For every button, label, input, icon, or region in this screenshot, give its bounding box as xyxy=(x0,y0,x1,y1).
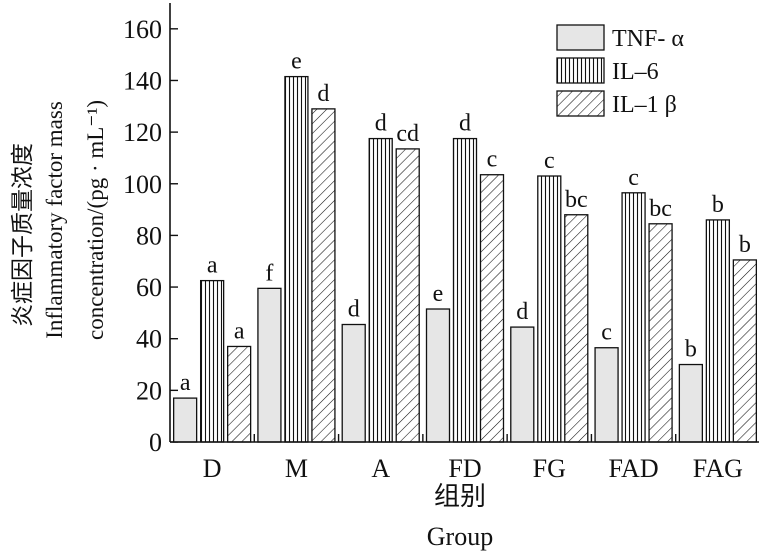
x-tick-label: FAD xyxy=(609,454,659,483)
bar-FAG-series-2 xyxy=(705,219,731,443)
axes xyxy=(169,3,759,443)
x-tick-label: FD xyxy=(448,454,481,483)
legend-label: IL–1 β xyxy=(612,92,677,118)
bar-M-series-1 xyxy=(257,287,282,443)
significance-label: d xyxy=(348,297,360,323)
significance-label: bc xyxy=(649,196,672,222)
bar-D-series-1 xyxy=(172,397,198,443)
bar-M-series-2 xyxy=(284,75,309,443)
bar-FG-series-1 xyxy=(510,326,535,443)
bar-A-series-1 xyxy=(341,323,366,443)
y-tick-label: 80 xyxy=(136,221,162,250)
bar-series xyxy=(172,75,758,443)
y-axis-label-line-2: Inflammatory factor mass xyxy=(42,101,67,339)
legend-label: TNF- α xyxy=(612,26,684,52)
bar-FG-series-2 xyxy=(537,175,562,443)
bar-D-series-2 xyxy=(199,279,225,443)
significance-label: bc xyxy=(565,187,588,213)
significance-label: e xyxy=(291,49,302,75)
y-axis-ticks: 0 20 40 60 80 100 120 140 160 xyxy=(123,15,178,457)
bar-FAG-series-1 xyxy=(678,363,704,443)
significance-label: a xyxy=(234,318,245,344)
x-axis-ticks: D M A FD FG FAD FAG xyxy=(203,434,743,483)
bar-FAD-series-3 xyxy=(648,223,673,443)
x-tick-label: FAG xyxy=(693,454,743,483)
significance-label: d xyxy=(317,81,329,107)
x-axis-label: 组别 Group xyxy=(427,482,493,551)
x-axis-label-line-2: Group xyxy=(427,522,493,551)
y-tick-label: 160 xyxy=(123,15,162,44)
bar-D-series-3 xyxy=(226,345,252,443)
significance-label: e xyxy=(433,281,444,307)
x-axis-label-line-1: 组别 xyxy=(434,482,486,511)
significance-label: b xyxy=(739,232,751,258)
bar-FD-series-3 xyxy=(479,174,505,443)
significance-label: d xyxy=(516,299,528,325)
x-tick-label: M xyxy=(285,454,308,483)
bar-A-series-2 xyxy=(368,137,393,443)
y-tick-label: 100 xyxy=(123,170,162,199)
x-tick-label: FG xyxy=(533,454,566,483)
significance-label: d xyxy=(459,111,471,137)
significance-label: c xyxy=(601,320,612,346)
y-axis-label-line-3: concentration/(pg · mL⁻¹) xyxy=(83,100,108,340)
significance-label: b xyxy=(712,192,724,218)
y-tick-label: 0 xyxy=(149,428,162,457)
significance-label: c xyxy=(487,147,498,173)
y-tick-label: 20 xyxy=(136,376,162,405)
bar-FAD-series-2 xyxy=(621,192,646,443)
x-tick-label: A xyxy=(371,454,390,483)
legend-swatch xyxy=(556,90,605,117)
y-tick-label: 120 xyxy=(123,118,162,147)
legend: TNF- α IL–6 IL–1 β xyxy=(556,24,684,118)
bar-FG-series-3 xyxy=(564,214,589,443)
legend-swatch xyxy=(556,24,605,51)
y-axis-label-line-1: 炎症因子质量浓度 xyxy=(10,143,35,327)
y-axis-label: 炎症因子质量浓度 Inflammatory factor mass concen… xyxy=(10,100,108,340)
significance-label: b xyxy=(685,337,697,363)
legend-swatch xyxy=(556,57,605,84)
significance-label: a xyxy=(180,370,191,396)
bar-FD-series-1 xyxy=(425,308,451,443)
significance-label: d xyxy=(375,111,387,137)
y-tick-label: 40 xyxy=(136,325,162,354)
bar-FD-series-2 xyxy=(452,137,478,443)
bar-M-series-3 xyxy=(311,108,336,443)
bar-FAD-series-1 xyxy=(594,347,619,443)
bar-FAG-series-3 xyxy=(732,259,758,443)
significance-label: cd xyxy=(396,121,419,147)
y-tick-label: 140 xyxy=(123,66,162,95)
x-tick-label: D xyxy=(203,454,222,483)
significance-label: a xyxy=(207,253,218,279)
bar-A-series-3 xyxy=(395,148,420,443)
significance-label: c xyxy=(544,148,555,174)
y-tick-label: 60 xyxy=(136,273,162,302)
significance-label: c xyxy=(628,165,639,191)
significance-label: f xyxy=(265,260,273,286)
legend-label: IL–6 xyxy=(612,59,659,85)
